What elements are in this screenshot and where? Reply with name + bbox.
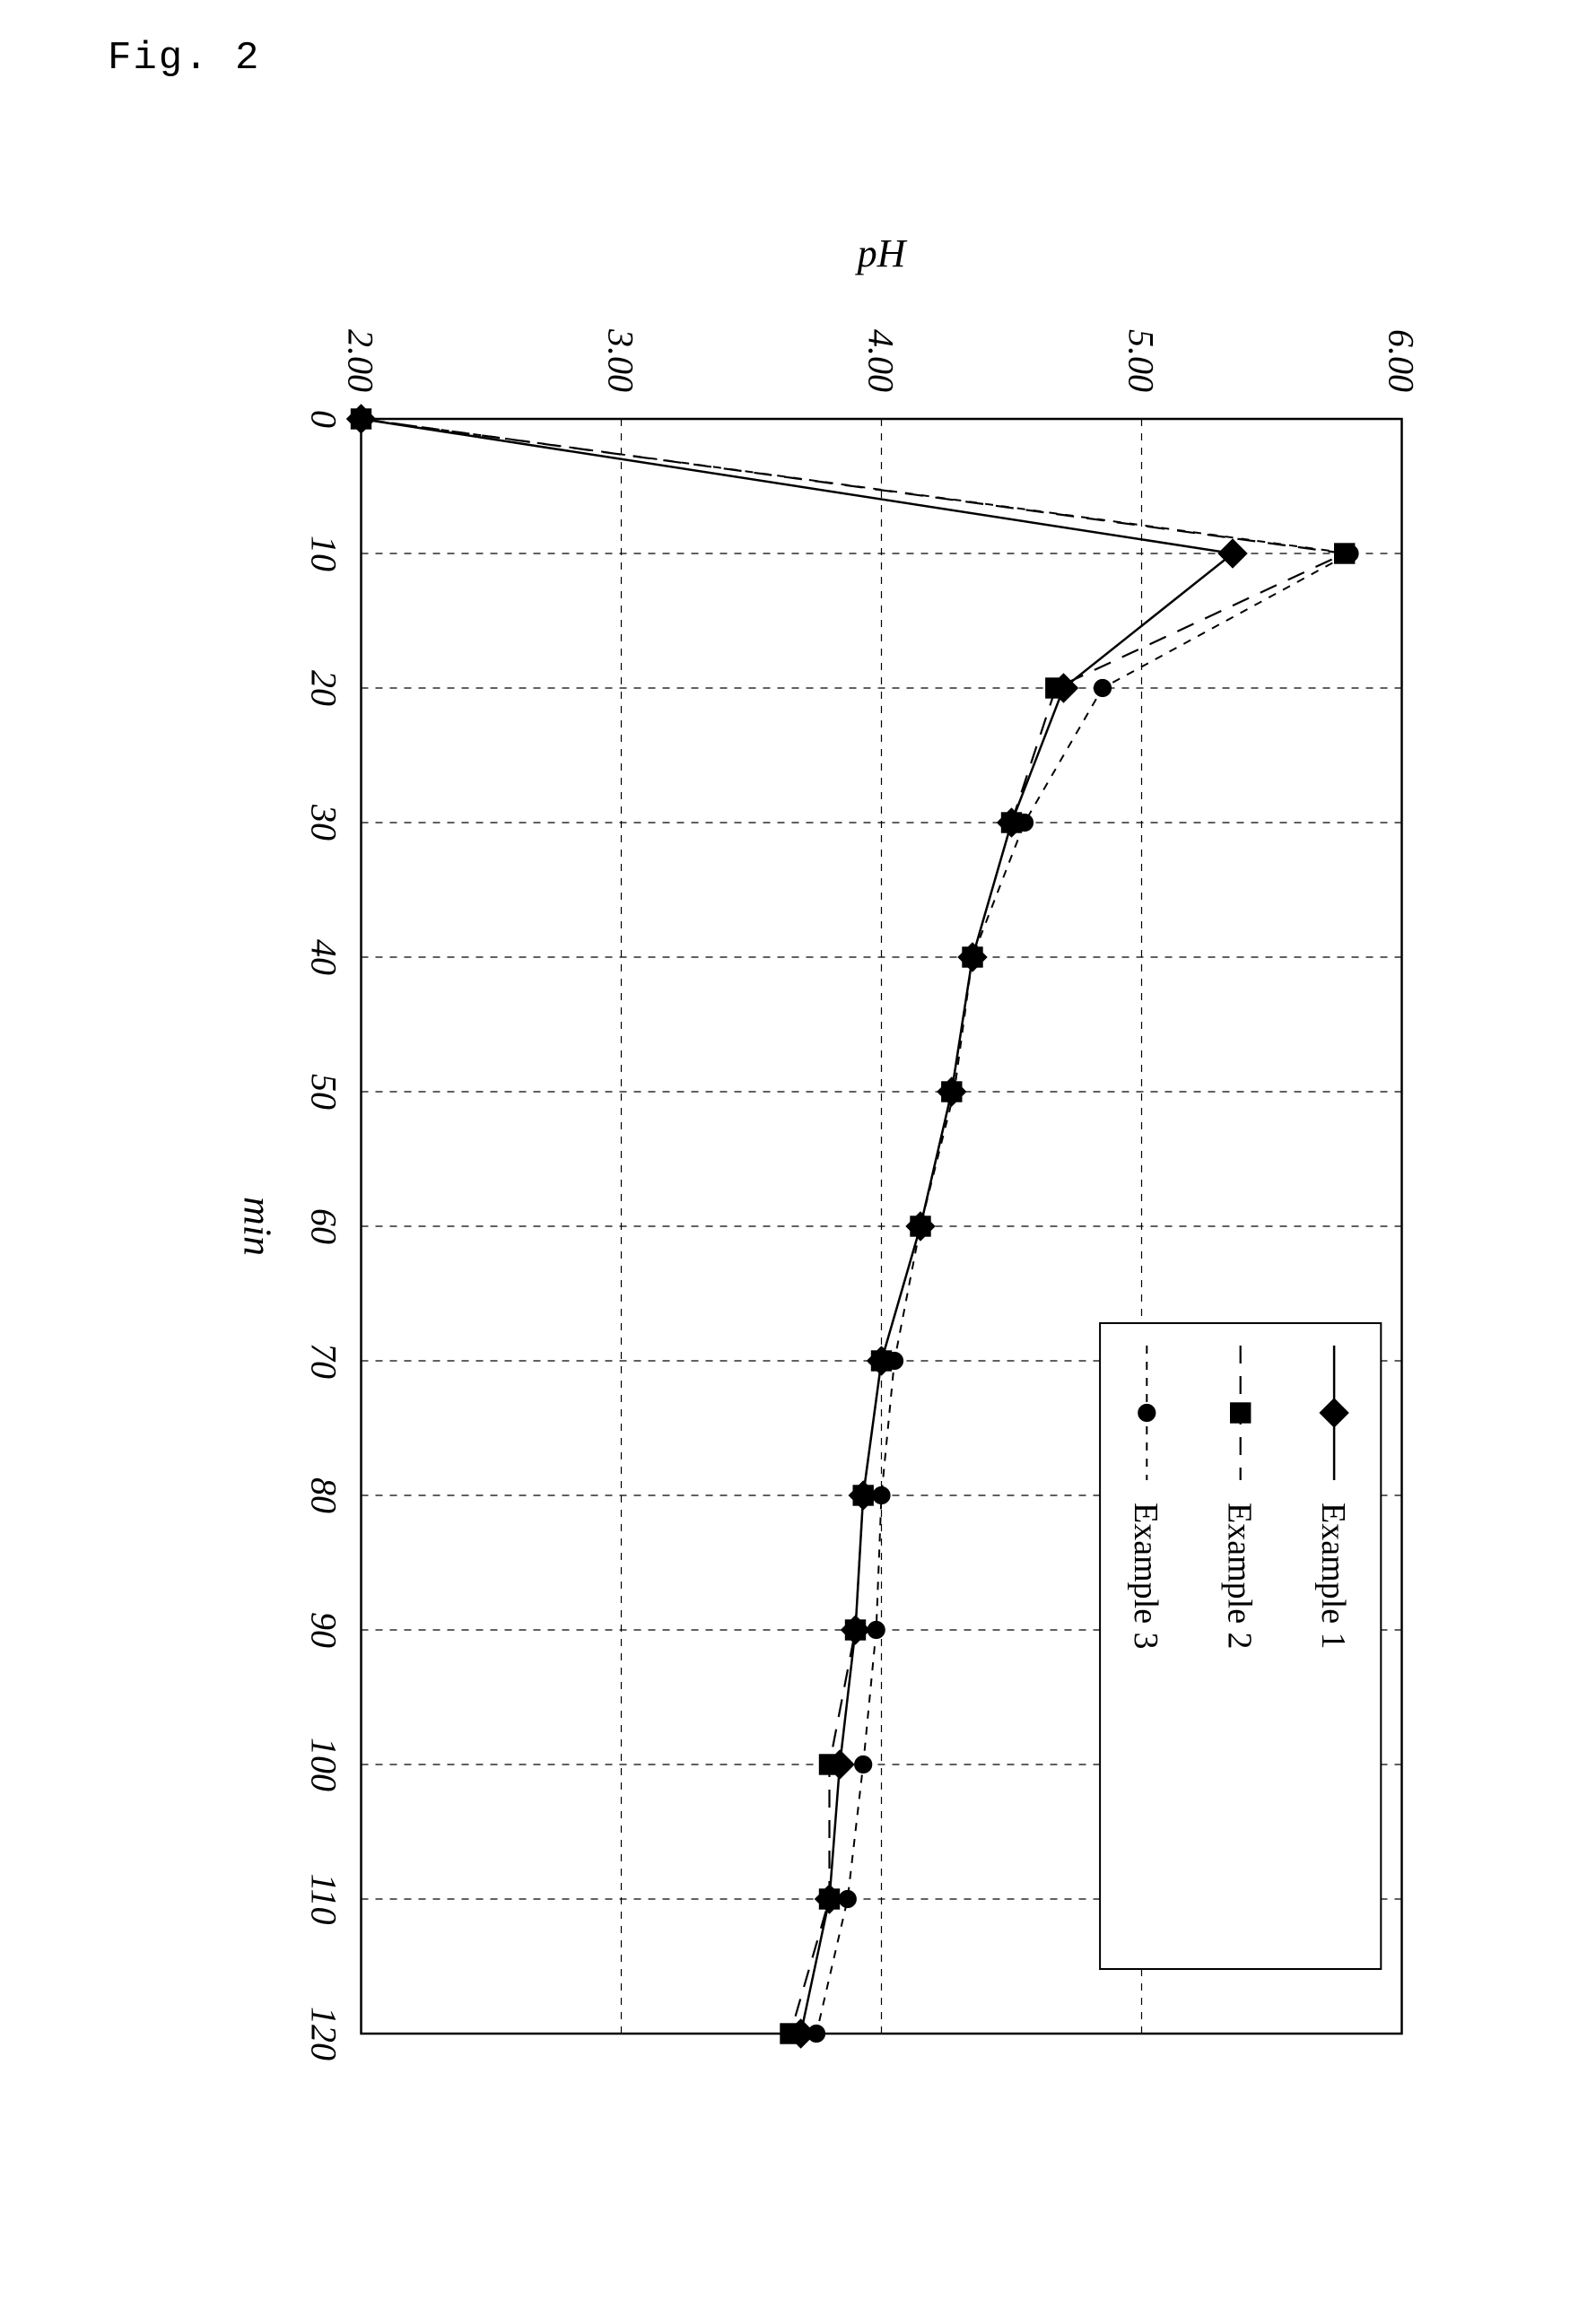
svg-text:50: 50 bbox=[303, 1074, 344, 1110]
svg-text:3.00: 3.00 bbox=[600, 328, 641, 392]
figure-label: Fig. 2 bbox=[108, 36, 260, 81]
svg-text:40: 40 bbox=[303, 939, 344, 975]
svg-text:90: 90 bbox=[303, 1612, 344, 1648]
svg-text:30: 30 bbox=[303, 804, 344, 841]
ph-vs-min-chart: 0 10 20 30 40 50 60 70 80 90 100 110 120 2.00 3.00 4.00… bbox=[127, 168, 1473, 2141]
svg-text:20: 20 bbox=[303, 670, 344, 706]
legend-label: Example 1 bbox=[1313, 1503, 1351, 1650]
svg-text:70: 70 bbox=[303, 1343, 344, 1379]
svg-text:60: 60 bbox=[303, 1208, 344, 1244]
svg-text:2.00: 2.00 bbox=[340, 329, 380, 392]
svg-text:10: 10 bbox=[303, 536, 344, 571]
page: Fig. 2 0 10 20 30 40 50 60 70 80 90 100 110 120 2.00 3… bbox=[0, 0, 1596, 2309]
legend-label: Example 2 bbox=[1220, 1503, 1258, 1650]
svg-text:6.00: 6.00 bbox=[1381, 329, 1421, 392]
legend: Example 1 Example 2 Example 3 bbox=[1100, 1323, 1381, 1969]
svg-text:4.00: 4.00 bbox=[860, 329, 901, 392]
svg-text:5.00: 5.00 bbox=[1121, 329, 1161, 392]
x-axis-label: min bbox=[235, 1197, 279, 1256]
y-axis-label: pH bbox=[854, 231, 907, 275]
svg-text:80: 80 bbox=[303, 1477, 344, 1513]
legend-label: Example 3 bbox=[1127, 1503, 1164, 1650]
svg-text:120: 120 bbox=[303, 2007, 344, 2061]
chart-container: 0 10 20 30 40 50 60 70 80 90 100 110 120 2.00 3.00 4.00… bbox=[123, 168, 1473, 2141]
svg-text:110: 110 bbox=[303, 1873, 344, 1924]
svg-text:0: 0 bbox=[303, 410, 344, 428]
svg-text:100: 100 bbox=[303, 1738, 344, 1791]
